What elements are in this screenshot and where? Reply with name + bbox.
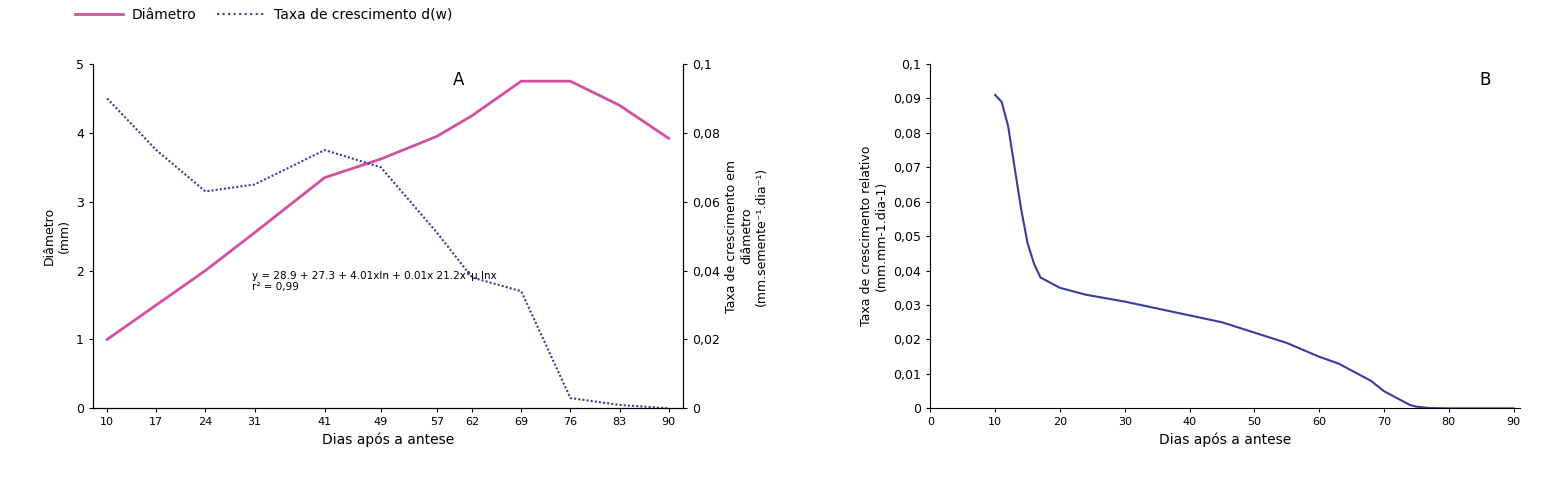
Text: A: A: [453, 71, 464, 89]
Legend: Diâmetro, Taxa de crescimento d(w): Diâmetro, Taxa de crescimento d(w): [68, 2, 458, 27]
X-axis label: Dias após a antese: Dias após a antese: [321, 433, 454, 447]
X-axis label: Dias após a antese: Dias após a antese: [1159, 433, 1292, 447]
Y-axis label: Taxa de crescimento em
diâmetro
(mm.semente⁻¹.dia⁻¹): Taxa de crescimento em diâmetro (mm.seme…: [726, 160, 768, 312]
Y-axis label: Taxa de crescimento relativo
(mm.mm-1.dia-1): Taxa de crescimento relativo (mm.mm-1.di…: [859, 146, 887, 326]
Y-axis label: Diâmetro
(mm): Diâmetro (mm): [42, 207, 70, 265]
Text: y = 28.9 + 27.3 + 4.01xln + 0.01x 21.2x°µ lnx
r² = 0,99: y = 28.9 + 27.3 + 4.01xln + 0.01x 21.2x°…: [253, 271, 496, 292]
Text: B: B: [1480, 71, 1491, 89]
